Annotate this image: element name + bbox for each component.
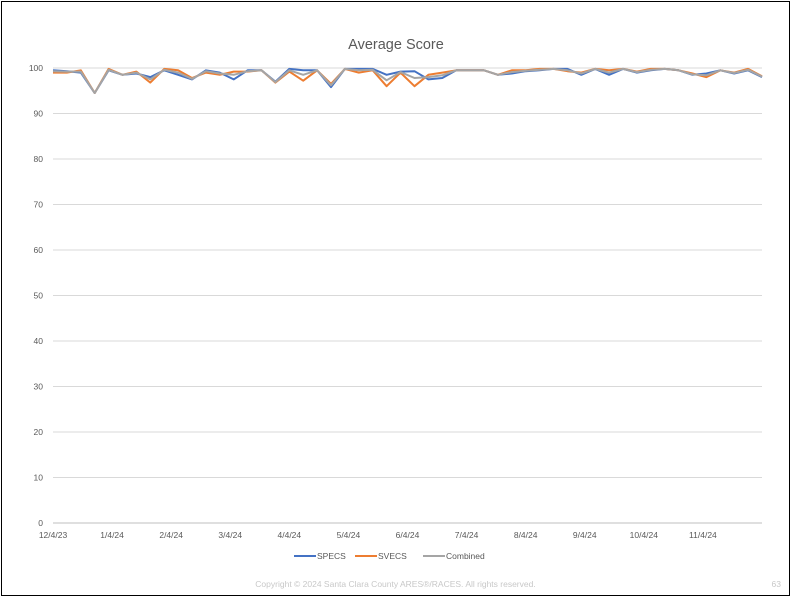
legend-label-svecs: SVECS <box>378 551 407 561</box>
x-tick-label: 3/4/24 <box>218 530 242 540</box>
legend: SPECS SVECS Combined <box>294 551 485 561</box>
x-tick-label: 2/4/24 <box>159 530 183 540</box>
y-tick-label: 40 <box>34 336 44 346</box>
footer-copyright: Copyright © 2024 Santa Clara County ARES… <box>255 579 536 589</box>
y-tick-label: 20 <box>34 427 44 437</box>
y-tick-label: 30 <box>34 382 44 392</box>
line-chart: Average Score 0 10 20 30 40 50 60 70 80 90 100 12/… <box>29 37 763 561</box>
series-line-combined <box>52 67 763 94</box>
chart-title: Average Score <box>348 37 444 53</box>
x-tick-label: 11/4/24 <box>689 530 717 540</box>
y-tick-label: 100 <box>29 63 43 73</box>
y-tick-label: 0 <box>38 518 43 528</box>
page-number: 63 <box>771 579 781 589</box>
gridlines <box>53 67 762 524</box>
y-axis-tick-labels: 0 10 20 30 40 50 60 70 80 90 100 <box>29 63 43 528</box>
y-tick-label: 90 <box>34 109 44 119</box>
x-tick-label: 12/4/23 <box>39 530 68 540</box>
x-tick-label: 6/4/24 <box>396 530 420 540</box>
x-tick-label: 7/4/24 <box>455 530 479 540</box>
x-tick-label: 9/4/24 <box>573 530 597 540</box>
legend-label-combined: Combined <box>446 551 485 561</box>
x-tick-label: 5/4/24 <box>337 530 361 540</box>
y-tick-label: 60 <box>34 245 44 255</box>
series-lines <box>52 67 763 94</box>
x-tick-label: 10/4/24 <box>630 530 659 540</box>
y-tick-label: 10 <box>34 473 44 483</box>
x-tick-label: 1/4/24 <box>100 530 124 540</box>
y-tick-label: 80 <box>34 154 44 164</box>
y-tick-label: 50 <box>34 291 44 301</box>
legend-label-specs: SPECS <box>317 551 346 561</box>
x-tick-label: 4/4/24 <box>278 530 302 540</box>
x-tick-label: 8/4/24 <box>514 530 538 540</box>
y-tick-label: 70 <box>34 200 44 210</box>
x-axis-tick-labels: 12/4/23 1/4/24 2/4/24 3/4/24 4/4/24 5/4/24 6/4… <box>39 530 717 540</box>
